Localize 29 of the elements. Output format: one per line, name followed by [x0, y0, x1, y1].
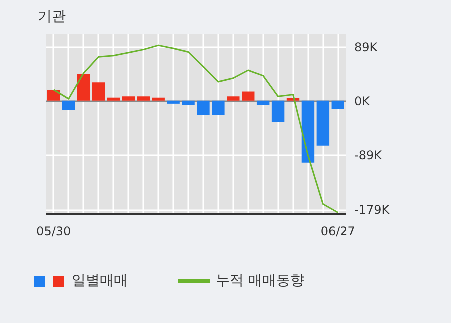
- legend-label: 누적 매매동향: [216, 272, 304, 290]
- bar: [302, 100, 315, 163]
- bar: [137, 96, 150, 101]
- bar: [92, 82, 106, 101]
- legend-label: 일별매매: [72, 272, 128, 290]
- bar: [167, 100, 180, 104]
- bar: [77, 74, 90, 101]
- bar: [332, 100, 345, 110]
- bar: [122, 96, 136, 101]
- bar: [242, 92, 255, 101]
- bar: [227, 96, 240, 101]
- bar: [152, 98, 165, 101]
- x-tick-label: 05/30: [36, 224, 72, 238]
- bar: [182, 100, 195, 106]
- bar: [272, 100, 285, 122]
- chart-title: 기관: [38, 9, 66, 25]
- y-tick-label: -89K: [354, 148, 384, 163]
- bar: [256, 100, 270, 106]
- bar: [316, 100, 330, 146]
- line-series: [53, 44, 339, 214]
- x-tick-label: 06/27: [320, 224, 356, 238]
- bar: [47, 90, 60, 101]
- bar: [197, 100, 210, 116]
- bar: [212, 100, 225, 116]
- bar: [62, 100, 76, 110]
- y-tick-label: -179K: [354, 203, 391, 218]
- bar: [107, 98, 120, 101]
- y-tick-label: 0K: [354, 94, 372, 108]
- y-tick-label: 89K: [354, 40, 379, 54]
